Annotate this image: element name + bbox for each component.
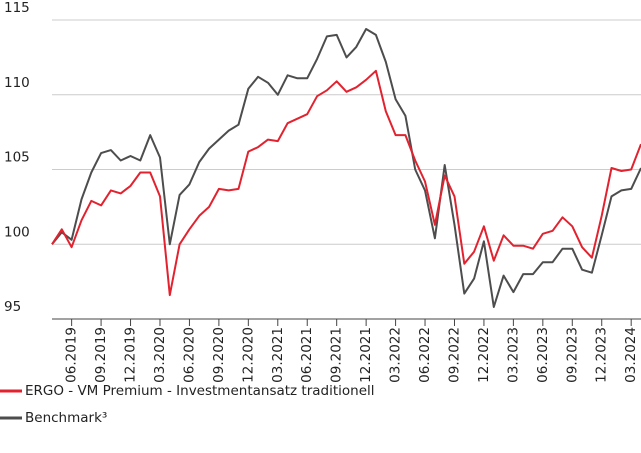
x-tick-label: 06.2019 <box>64 327 80 383</box>
x-tick-label: 06.2020 <box>181 327 197 383</box>
y-tick-label: 100 <box>4 224 30 240</box>
y-tick-label: 110 <box>4 75 30 91</box>
legend-label: Benchmark³ <box>25 410 107 426</box>
x-tick-label: 12.2023 <box>594 327 610 383</box>
x-tick-label: 09.2022 <box>446 327 462 383</box>
y-tick-label: 115 <box>4 0 30 16</box>
x-tick-label: 03.2022 <box>388 327 404 383</box>
x-tick-label: 12.2021 <box>358 327 374 383</box>
x-tick-label: 06.2023 <box>535 327 551 383</box>
y-tick-label: 105 <box>4 150 30 166</box>
legend-label: ERGO - VM Premium - Investmentansatz tra… <box>25 383 375 399</box>
y-tick-label: 95 <box>4 299 21 315</box>
x-tick-label: 03.2020 <box>152 327 168 383</box>
line-series <box>51 28 641 308</box>
x-tick-label: 12.2022 <box>476 327 492 383</box>
x-tick-label: 06.2022 <box>417 327 433 383</box>
x-tick-label: 09.2020 <box>211 327 227 383</box>
x-tick-label: 06.2021 <box>299 327 315 383</box>
x-tick-label: 03.2023 <box>505 327 521 383</box>
x-tick-label: 09.2021 <box>329 327 345 383</box>
x-tick-label: 12.2020 <box>240 327 256 383</box>
x-tick-label: 12.2019 <box>123 327 139 383</box>
line-series <box>51 69 641 297</box>
x-tick-label: 09.2019 <box>93 327 109 383</box>
x-tick-label: 03.2024 <box>623 327 639 383</box>
x-tick-label: 03.2021 <box>270 327 286 383</box>
x-tick-label: 09.2023 <box>564 327 580 383</box>
